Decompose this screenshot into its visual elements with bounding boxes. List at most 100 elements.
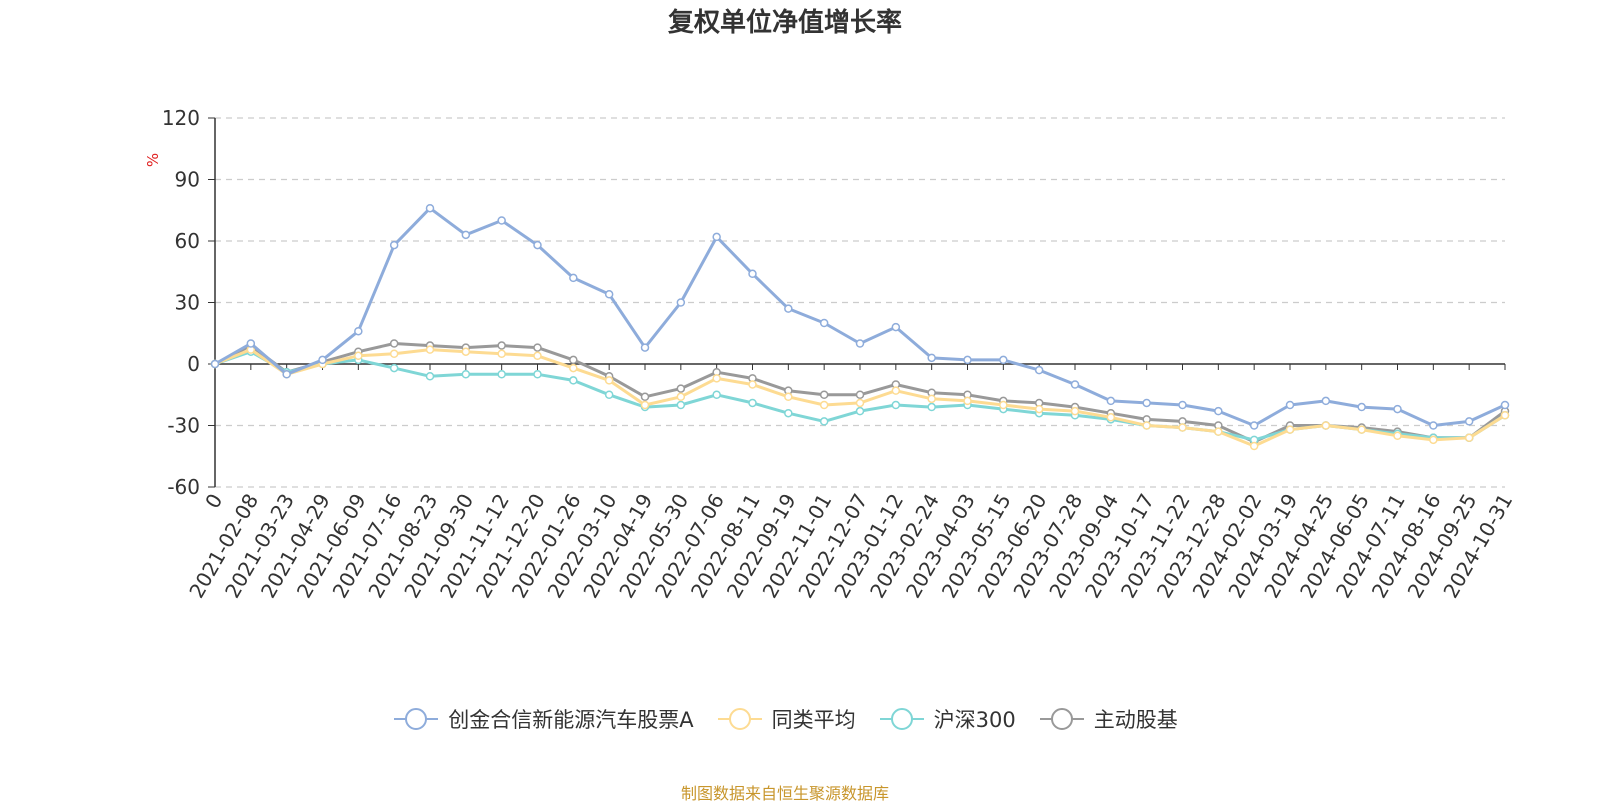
data-point <box>569 376 578 385</box>
data-point <box>1106 413 1116 422</box>
legend-label: 创金合信新能源汽车股票A <box>448 708 694 732</box>
legend: 创金合信新能源汽车股票A 同类平均 沪深300 主动股基 <box>0 704 1570 734</box>
y-tick-label: -30 <box>167 414 200 438</box>
y-tick-label: 90 <box>175 168 200 192</box>
data-point <box>389 339 399 348</box>
data-point <box>1249 421 1259 430</box>
data-point <box>712 390 721 399</box>
data-point <box>855 339 865 348</box>
data-point <box>855 398 865 408</box>
data-point <box>1357 425 1366 434</box>
legend-line-icon <box>1039 708 1084 730</box>
grid-lines <box>215 117 1505 488</box>
data-point <box>927 353 936 363</box>
legend-line-icon <box>879 708 924 730</box>
axes <box>208 117 1506 488</box>
data-point <box>676 392 686 402</box>
data-point <box>1429 421 1438 430</box>
data-point <box>927 402 936 412</box>
data-point <box>1321 396 1331 406</box>
data-point <box>891 400 901 410</box>
data-point <box>425 345 435 354</box>
legend-item[interactable]: 创金合信新能源汽车股票A <box>392 704 694 734</box>
data-point <box>318 355 327 365</box>
data-point <box>533 370 542 379</box>
legend-marker <box>890 708 913 730</box>
data-point <box>640 400 650 410</box>
data-point <box>712 374 721 383</box>
data-point <box>1070 380 1080 389</box>
data-point <box>1357 402 1366 412</box>
data-point <box>784 304 793 313</box>
y-tick-label: -60 <box>167 475 200 499</box>
data-point <box>461 230 471 240</box>
data-point <box>569 363 578 373</box>
data-point <box>569 273 578 283</box>
y-tick-label: 30 <box>175 291 200 315</box>
legend-marker <box>405 708 428 730</box>
data-point <box>1393 431 1402 440</box>
data-point <box>389 363 399 373</box>
y-axis-unit-label: % <box>144 153 162 167</box>
data-point <box>819 417 829 426</box>
data-point <box>425 372 435 381</box>
data-point <box>963 396 972 406</box>
data-point <box>604 376 614 385</box>
data-point <box>748 380 757 389</box>
data-point <box>497 341 506 350</box>
y-tick-label: 60 <box>175 229 200 253</box>
data-point <box>1106 396 1116 406</box>
data-point <box>819 400 829 410</box>
data-point <box>604 390 614 399</box>
data-point <box>1464 417 1474 426</box>
chart-title: 复权单位净值增长率 <box>667 8 902 38</box>
data-point <box>1500 411 1510 420</box>
data-point <box>999 355 1008 365</box>
data-point <box>1214 406 1223 416</box>
data-point <box>1285 425 1295 434</box>
legend-label: 同类平均 <box>771 708 856 732</box>
legend-line-icon <box>394 708 439 730</box>
data-point <box>354 351 363 361</box>
data-point <box>748 269 757 279</box>
data-point <box>819 318 829 328</box>
data-point <box>963 355 972 365</box>
legend-label: 沪深300 <box>933 708 1016 732</box>
data-point <box>1429 435 1438 445</box>
data-point <box>1249 441 1259 451</box>
data-point <box>461 370 471 379</box>
source-note: 制图数据来自恒生聚源数据库 <box>680 784 889 803</box>
x-tick-label: 0 <box>200 490 227 513</box>
data-point <box>1285 400 1295 410</box>
data-point <box>855 390 865 399</box>
legend-item[interactable]: 主动股基 <box>1038 704 1178 734</box>
series-lines <box>210 203 1510 451</box>
legend-line-icon <box>717 708 762 730</box>
data-point <box>210 359 220 369</box>
data-point <box>1321 421 1331 430</box>
data-point <box>855 406 865 416</box>
data-point <box>1464 433 1474 443</box>
data-point <box>354 326 363 336</box>
data-point <box>1142 398 1151 408</box>
data-point <box>497 370 506 379</box>
data-point <box>1500 400 1510 410</box>
data-point <box>748 398 757 408</box>
data-point <box>1034 365 1044 375</box>
legend-item[interactable]: 同类平均 <box>716 704 856 734</box>
data-point <box>819 390 829 399</box>
y-tick-label: 0 <box>187 352 200 376</box>
data-point <box>246 339 256 348</box>
data-point <box>533 240 542 250</box>
data-point <box>1178 400 1187 410</box>
data-point <box>1034 404 1044 414</box>
data-point <box>425 203 435 213</box>
data-point <box>1142 421 1151 430</box>
legend-label: 主动股基 <box>1093 708 1178 732</box>
data-point <box>891 386 901 395</box>
legend-item[interactable]: 沪深300 <box>878 704 1016 734</box>
legend-marker <box>1050 708 1073 730</box>
data-point <box>389 240 399 250</box>
data-point <box>497 349 506 358</box>
data-point <box>676 384 686 393</box>
